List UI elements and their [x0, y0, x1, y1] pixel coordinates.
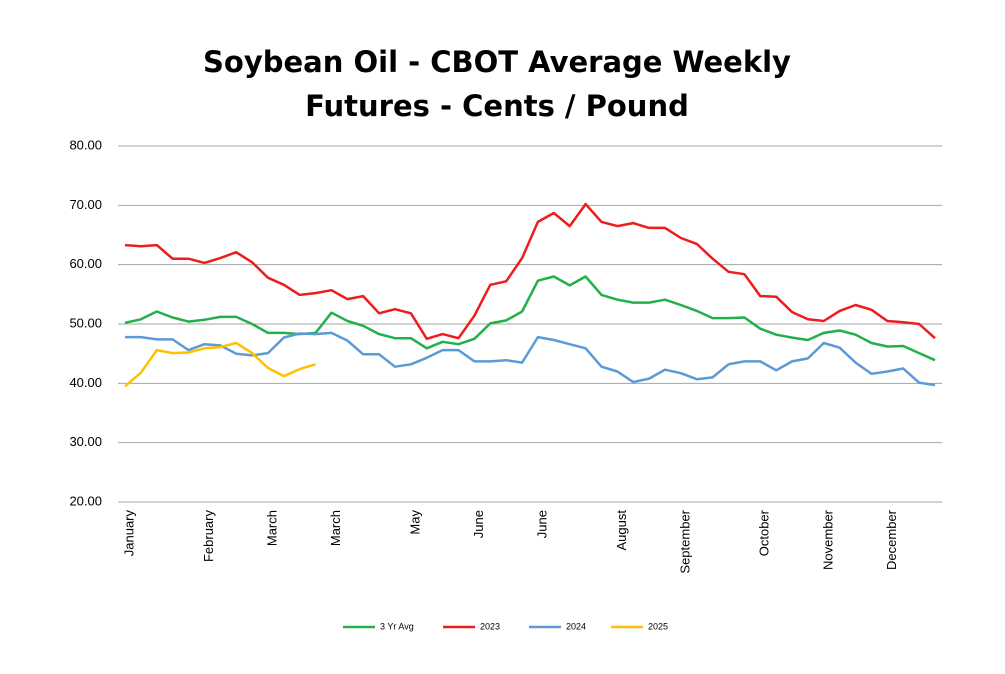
y-tick-label: 70.00 — [69, 197, 102, 212]
x-tick-label: March — [328, 510, 343, 546]
x-tick-label: October — [757, 509, 772, 556]
y-tick-label: 20.00 — [69, 493, 102, 508]
x-tick-label: June — [534, 510, 549, 538]
y-tick-label: 60.00 — [69, 256, 102, 271]
y-tick-label: 50.00 — [69, 315, 102, 330]
x-tick-label: December — [884, 509, 899, 570]
y-tick-label: 30.00 — [69, 434, 102, 449]
x-tick-label: May — [407, 510, 422, 535]
x-tick-label: September — [677, 509, 692, 573]
x-tick-label: June — [471, 510, 486, 538]
legend-label: 2024 — [566, 621, 586, 631]
x-tick-label: November — [820, 509, 835, 570]
x-tick-label: August — [614, 510, 629, 551]
series-line — [124, 202, 936, 341]
y-tick-label: 80.00 — [69, 137, 102, 152]
series-line — [124, 275, 936, 362]
series-line — [125, 331, 936, 387]
x-tick-label: February — [201, 510, 216, 563]
x-tick-label: March — [264, 510, 279, 546]
series-line — [124, 341, 316, 388]
y-tick-label: 40.00 — [69, 375, 102, 390]
x-tick-label: January — [121, 510, 136, 557]
legend-label: 2023 — [480, 621, 500, 631]
chart-title: Soybean Oil - CBOT Average Weekly Future… — [203, 45, 791, 123]
legend-label: 2025 — [648, 621, 668, 631]
legend-label: 3 Yr Avg — [380, 621, 414, 631]
